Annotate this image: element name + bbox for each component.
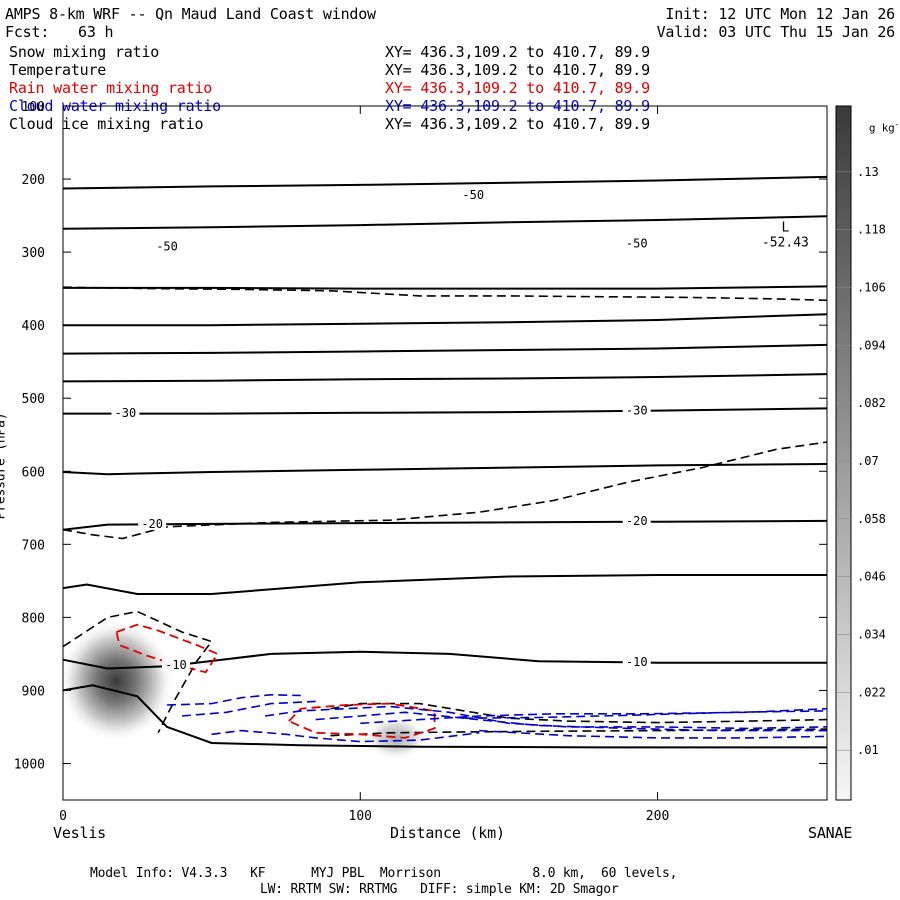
- y-tick-label: 1000: [14, 757, 45, 772]
- isotherm-line: [63, 407, 828, 415]
- colorbar-label: .058: [857, 512, 886, 526]
- colorbar-label: .07: [857, 454, 879, 468]
- contour-label: -50: [156, 239, 178, 253]
- contour-label-background: [138, 515, 167, 530]
- snow-contour-line: [62, 441, 828, 540]
- cloudwater-contour-line: [464, 710, 828, 719]
- y-tick-label: 200: [22, 173, 45, 188]
- y-tick-label: 300: [22, 246, 45, 261]
- contour-label-background: [153, 238, 182, 253]
- footer-line-2: LW: RRTM SW: RRTMG DIFF: simple KM: 2D S…: [260, 882, 619, 897]
- plot-title: AMPS 8-km WRF -- Qn Maud Land Coast wind…: [5, 5, 376, 23]
- contour-label-background: [622, 235, 651, 250]
- field-xy: XY= 436.3,109.2 to 410.7, 89.9: [385, 115, 650, 133]
- colorbar-label: .034: [857, 628, 886, 642]
- contour-label-background: [111, 404, 140, 419]
- isotherm-line: [62, 574, 827, 595]
- shaded-mixing-ratio-area: [363, 715, 428, 760]
- snow-contour-line: [62, 610, 213, 734]
- fcst-label: Fcst:: [5, 23, 50, 41]
- valid-time: Valid: 03 UTC Thu 15 Jan 26: [656, 23, 896, 41]
- rain-contour-line: [288, 702, 436, 739]
- snow-contour-line: [330, 702, 828, 724]
- isotherm-line: [62, 343, 828, 355]
- colorbar-label: .118: [857, 223, 886, 237]
- y-tick-label: 800: [22, 611, 45, 626]
- contour-label: -50: [462, 188, 484, 202]
- contour-label: -20: [626, 514, 648, 528]
- low-marker-value: -52.43: [762, 236, 809, 251]
- field-name: Temperature: [9, 61, 107, 79]
- shaded-mixing-ratio-area: [58, 618, 175, 743]
- contour-label: -30: [626, 404, 648, 418]
- y-tick-label: 600: [22, 465, 45, 480]
- isotherm-line: [62, 650, 827, 670]
- cloudwater-contour-line: [181, 700, 316, 717]
- rain-contour-line: [115, 623, 219, 674]
- colorbar-label: .13: [857, 165, 879, 179]
- footer-line-1: Model Info: V4.3.3 KF MYJ PBL Morrison 8…: [90, 866, 678, 881]
- snow-contour-line: [62, 286, 828, 302]
- y-tick-label: 700: [22, 538, 45, 553]
- colorbar-label: .046: [857, 570, 886, 584]
- colorbar-unit-sup: -1: [894, 120, 900, 129]
- field-name: Rain water mixing ratio: [9, 79, 213, 97]
- isotherm-line: [63, 285, 828, 290]
- x-tick-label: 100: [349, 809, 372, 824]
- colorbar: [835, 105, 852, 801]
- left-endpoint-label: Veslis: [53, 824, 106, 842]
- contour-label: -30: [115, 406, 137, 420]
- field-xy: XY= 436.3,109.2 to 410.7, 89.9: [385, 79, 650, 97]
- colorbar-unit-text: g kg: [868, 121, 895, 135]
- field-name: Snow mixing ratio: [9, 43, 160, 61]
- x-tick-label: 0: [59, 809, 67, 824]
- contour-label: -10: [165, 658, 187, 672]
- colorbar-unit: g kg-1: [856, 101, 900, 137]
- isotherm-line: [62, 175, 828, 190]
- colorbar-label: .106: [857, 281, 886, 295]
- isotherm-line: [63, 313, 828, 327]
- isotherm-line: [62, 463, 828, 476]
- isotherm-line: [62, 373, 828, 383]
- colorbar-label: .022: [857, 685, 886, 699]
- cloudwater-contour-line: [479, 729, 828, 739]
- right-endpoint-label: SANAE: [808, 824, 853, 842]
- y-axis-label: Pressure (hPa): [0, 412, 9, 520]
- cloudwater-contour-line: [166, 693, 301, 706]
- isotherm-line: [62, 684, 827, 749]
- field-xy: XY= 436.3,109.2 to 410.7, 89.9: [385, 43, 650, 61]
- isotherm-line: [62, 215, 828, 230]
- fcst-value: 63 h: [78, 23, 114, 41]
- cloudwater-contour-line: [315, 711, 827, 732]
- contour-label: -20: [141, 517, 163, 531]
- contour-label-background: [622, 512, 651, 527]
- cloudwater-contour-line: [211, 729, 480, 743]
- low-marker-symbol: L: [781, 221, 789, 236]
- contour-label-background: [622, 653, 651, 668]
- init-time: Init: 12 UTC Mon 12 Jan 26: [665, 5, 895, 23]
- y-tick-label: 900: [22, 684, 45, 699]
- contour-label-background: [459, 187, 488, 202]
- contour-label-background: [161, 656, 190, 671]
- y-tick-label: 400: [22, 319, 45, 334]
- colorbar-label: .082: [857, 396, 886, 410]
- colorbar-label: .094: [857, 338, 886, 352]
- colorbar-label: .01: [857, 743, 879, 757]
- field-name: Cloud ice mixing ratio: [9, 115, 204, 133]
- contour-label: -10: [626, 655, 648, 669]
- plot-frame: [62, 105, 828, 801]
- x-axis-label: Distance (km): [390, 824, 505, 842]
- contour-label-background: [622, 402, 651, 417]
- contour-label: -50: [626, 236, 648, 250]
- field-xy: XY= 436.3,109.2 to 410.7, 89.9: [385, 61, 650, 79]
- y-tick-label: 500: [22, 392, 45, 407]
- y-tick-label: 100: [22, 100, 45, 115]
- isotherm-line: [62, 519, 828, 531]
- x-tick-label: 200: [646, 809, 669, 824]
